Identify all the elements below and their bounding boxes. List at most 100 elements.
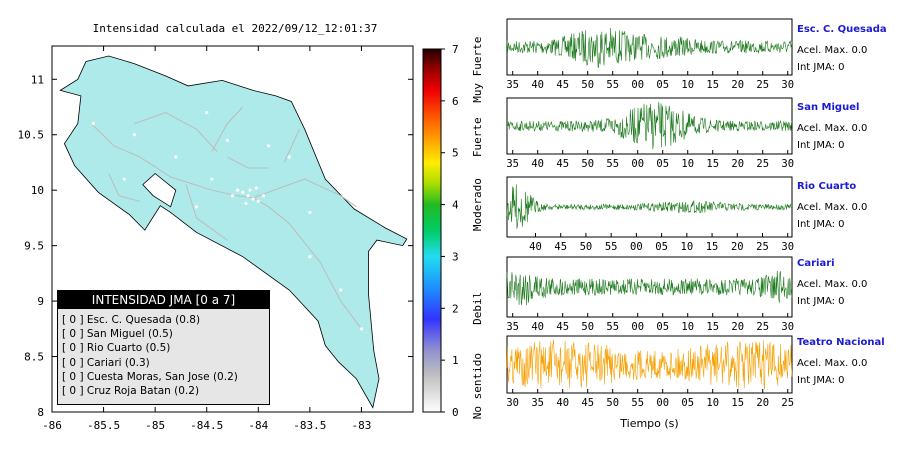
waveform-panels: 35 40 45 50 55 00 05 10 15 20 25 30 35 40 45 50 55 00 05 10… <box>506 18 794 430</box>
waveform-trace <box>506 184 793 229</box>
colorbar-tick-label: 5 <box>452 147 459 160</box>
station-info: Cariari Acel. Max. 0.0 Int JMA: 0 <box>797 258 909 307</box>
waveform-tick-label: 00 <box>631 158 644 170</box>
waveform-tick-label: 20 <box>731 241 744 253</box>
station-accel: Acel. Max. 0.0 <box>797 279 868 290</box>
waveform-panel: 35 40 45 50 55 00 05 10 15 20 25 30 <box>506 97 794 170</box>
waveform-tick-label: 25 <box>756 321 769 333</box>
waveform-tick-label: 25 <box>756 158 769 170</box>
waveform-tick-label: 05 <box>681 397 694 409</box>
colorbar-category-label: Fuerte <box>471 117 484 157</box>
waveform-tick-label: 20 <box>756 397 769 409</box>
waveform-tick-label: 45 <box>556 158 569 170</box>
station-marker <box>241 190 245 194</box>
station-marker <box>248 188 252 192</box>
station-marker <box>225 138 229 142</box>
waveform-tick-label: 35 <box>506 321 519 333</box>
waveform-tick-label: 40 <box>556 397 569 409</box>
waveform-tick-label: 30 <box>781 79 794 91</box>
waveform-tick-label: 20 <box>731 321 744 333</box>
map-title: Intensidad calculada el 2022/09/12_12:01… <box>92 22 378 35</box>
station-accel: Acel. Max. 0.0 <box>797 202 868 213</box>
station-marker <box>244 201 248 206</box>
colorbar-category-label: Moderado <box>471 178 484 231</box>
y-tick-label: 8 <box>37 406 44 419</box>
map-frame <box>51 45 414 413</box>
road-line <box>108 173 140 202</box>
colorbar-category-label: Muy Fuerte <box>471 37 484 103</box>
waveform-tick-label: 05 <box>656 158 669 170</box>
station-marker <box>210 177 214 181</box>
legend-header: INTENSIDAD JMA [0 a 7] <box>58 291 269 309</box>
x-tick-label: -85 <box>145 419 165 432</box>
road-line <box>90 123 254 199</box>
y-tick-label: 9.5 <box>24 240 44 253</box>
waveform-tick-label: 20 <box>731 79 744 91</box>
legend-item: [ 0 ] Cruz Roja Batan (0.2) <box>62 384 200 397</box>
waveform-panel: 30 35 40 45 50 55 00 05 10 15 20 25 <box>506 335 794 409</box>
waveform-tick-label: 10 <box>706 397 719 409</box>
waveform-tick-label: 10 <box>681 79 694 91</box>
waveform-tick-label: 00 <box>631 79 644 91</box>
waveform-frame <box>506 18 793 76</box>
waveform-tick-label: 05 <box>656 321 669 333</box>
station-marker <box>267 144 271 148</box>
station-info: San Miguel Acel. Max. 0.0 Int JMA: 0 <box>797 102 909 151</box>
waveform-panel: 35 40 45 50 55 00 05 10 15 20 25 30 <box>506 256 794 333</box>
waveform-tick-label: 35 <box>531 397 544 409</box>
colorbar-tick-label: 6 <box>452 95 459 108</box>
station-marker <box>308 210 312 214</box>
waveform-tick-label: 15 <box>706 79 719 91</box>
waveform-tick-label: 40 <box>531 158 544 170</box>
x-tick-label: -84 <box>248 419 268 432</box>
station-name: Rio Cuarto <box>797 181 857 192</box>
x-tick-label: -84.5 <box>190 419 223 432</box>
station-marker <box>261 194 266 198</box>
waveform-tick-label: 15 <box>706 158 719 170</box>
station-marker <box>122 177 126 181</box>
station-intensity: Int JMA: 0 <box>797 62 845 73</box>
colorbar-category-label: No sentido <box>471 353 484 419</box>
station-marker <box>230 194 235 198</box>
waveform-frame <box>506 176 793 238</box>
y-tick-label: 11 <box>31 73 44 86</box>
station-intensity: Int JMA: 0 <box>797 219 845 230</box>
legend-item: [ 0 ] Esc. C. Quesada (0.8) <box>62 314 201 326</box>
waveform-tick-label: 55 <box>605 241 618 253</box>
x-tick-label: -86 <box>42 419 62 432</box>
station-name: San Miguel <box>797 102 860 113</box>
waveform-tick-label: 15 <box>706 241 719 253</box>
waveform-tick-label: 30 <box>781 241 794 253</box>
legend-item: [ 0 ] Rio Cuarto (0.5) <box>62 342 171 355</box>
y-tick-label: 8.5 <box>24 351 44 364</box>
colorbar-tick-label: 7 <box>452 43 459 56</box>
colorbar-category-label: Debil <box>471 292 484 325</box>
station-marker <box>339 288 343 292</box>
waveform-tick-label: 40 <box>531 79 544 91</box>
station-marker <box>132 133 137 137</box>
waveform-tick-label: 25 <box>781 397 794 409</box>
y-tick-label: 10.5 <box>18 129 45 142</box>
y-tick-label: 10 <box>31 184 44 197</box>
waveform-trace <box>506 101 793 150</box>
waveform-tick-label: 40 <box>531 321 544 333</box>
intensity-legend: INTENSIDAD JMA [0 a 7] [ 0 ] Esc. C. Que… <box>57 290 270 405</box>
station-marker <box>256 199 260 203</box>
station-marker <box>246 194 250 198</box>
waveform-tick-label: 45 <box>554 241 567 253</box>
waveform-tick-label: 05 <box>656 79 669 91</box>
station-marker <box>359 327 364 331</box>
waveform-tick-label: 10 <box>681 158 694 170</box>
colorbar-tick-label: 2 <box>452 302 459 315</box>
waveform-tick-label: 55 <box>606 79 619 91</box>
station-name: Teatro Nacional <box>797 337 885 348</box>
waveform-tick-label: 00 <box>631 321 644 333</box>
station-info: Esc. C. Quesada Acel. Max. 0.0 Int JMA: … <box>797 24 909 73</box>
waveform-tick-label: 50 <box>606 397 619 409</box>
waveform-trace <box>506 28 793 69</box>
waveform-tick-label: 25 <box>756 79 769 91</box>
station-marker <box>236 188 240 192</box>
waveform-tick-label: 45 <box>556 321 569 333</box>
x-tick-label: -83.5 <box>293 419 326 432</box>
road-line <box>227 156 269 169</box>
